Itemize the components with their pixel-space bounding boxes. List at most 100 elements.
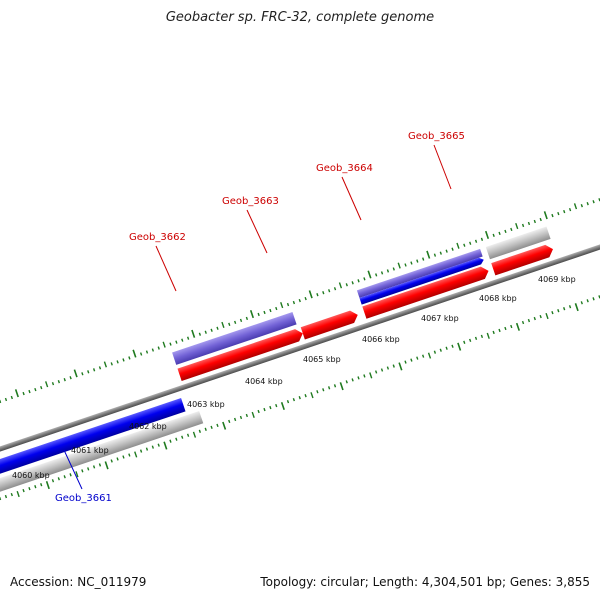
scale-tick (568, 305, 572, 309)
scale-tick (204, 427, 207, 431)
scale-tick (445, 346, 448, 350)
scale-tick (175, 340, 178, 344)
scale-tick (57, 477, 60, 481)
cds-feature (177, 329, 303, 381)
scale-tick (363, 374, 366, 378)
scale-tick (221, 321, 225, 328)
scale-tick (222, 421, 227, 430)
scale-label: 4067 kbp (421, 314, 459, 323)
scale-tick (69, 473, 72, 477)
scale-tick (34, 387, 37, 392)
scale-tick (469, 241, 472, 245)
scale-tick (92, 368, 96, 372)
scale-tick (263, 407, 266, 412)
callout-line (433, 144, 452, 190)
scale-tick (51, 479, 55, 483)
scale-tick (57, 380, 60, 384)
scale-tick (162, 341, 166, 348)
scale-tick (239, 318, 243, 323)
scale-tick (98, 463, 102, 467)
scale-labels: 4060 kbp 4061 kbp 4062 kbp 4063 kbp 4064 kbp… (12, 275, 576, 480)
scale-tick (304, 296, 307, 301)
scale-tick (10, 395, 13, 400)
scale-tick (339, 382, 344, 391)
scale-tick (257, 409, 260, 414)
scale-tick (563, 209, 566, 214)
scale-tick (563, 307, 566, 311)
scale-tick (175, 437, 178, 441)
scale-tick (310, 392, 314, 399)
scale-tick (228, 322, 231, 326)
scale-tick (28, 389, 31, 394)
genome-backbone (0, 219, 600, 461)
scale-tick (375, 273, 378, 277)
scale-tick (322, 388, 325, 392)
scale-tick (573, 203, 578, 210)
scale-tick (87, 467, 90, 471)
outer-tick-ring (0, 198, 600, 404)
scale-tick (51, 382, 55, 386)
scale-tick (73, 369, 78, 378)
scale-tick (151, 445, 154, 449)
callout-line (155, 245, 177, 292)
scale-tick (151, 348, 155, 352)
scale-tick (404, 263, 407, 267)
scale-tick (245, 316, 249, 321)
scale-tick (322, 291, 325, 295)
scale-tick (545, 312, 549, 320)
scale-tick (191, 329, 196, 338)
scale-tick (367, 270, 372, 279)
scale-tick (539, 314, 542, 319)
scale-tick (386, 366, 390, 370)
scale-tick (292, 398, 296, 402)
callout-line (63, 449, 83, 490)
scale-label: 4064 kbp (245, 377, 283, 386)
cds-feature (491, 244, 553, 276)
scale-tick (427, 352, 432, 359)
scale-tick (34, 485, 37, 489)
scale-label: 4061 kbp (71, 446, 109, 455)
scale-tick (280, 302, 284, 309)
scale-tick (157, 346, 160, 350)
scale-tick (298, 396, 301, 400)
scale-tick (410, 358, 413, 362)
scale-tick (380, 368, 384, 372)
scale-tick (122, 358, 125, 362)
callout-line (246, 209, 268, 254)
scale-label: 4068 kbp (479, 294, 517, 303)
scale-tick (586, 299, 589, 303)
scale-tick (28, 487, 31, 491)
gene-label-geob-3665: Geob_3665 (408, 131, 465, 142)
scale-tick (63, 378, 66, 382)
scale-tick (463, 243, 466, 247)
scale-tick (592, 297, 595, 301)
other-feature (485, 226, 551, 260)
scale-tick (433, 350, 437, 354)
scale-tick (515, 322, 520, 331)
scale-tick (286, 302, 290, 307)
scale-tick (210, 425, 213, 429)
scale-tick (10, 492, 13, 497)
scale-tick (439, 348, 442, 352)
scale-tick (328, 289, 331, 293)
scale-tick (249, 310, 255, 319)
scale-tick (451, 344, 454, 348)
scale-tick (198, 429, 201, 433)
scale-tick (551, 311, 554, 315)
scale-tick (586, 202, 589, 206)
scale-tick (4, 494, 8, 499)
scale-tick (216, 423, 219, 428)
scale-tick (298, 298, 301, 303)
scale-tick (87, 370, 90, 374)
scale-tick (474, 239, 478, 243)
scale-tick (275, 403, 278, 408)
accession-text: Accession: NC_011979 (10, 575, 147, 589)
scale-tick (543, 211, 548, 220)
scale-tick (568, 207, 572, 212)
scale-tick (416, 356, 419, 360)
genome-summary-text: Topology: circular; Length: 4,304,501 bp… (260, 575, 590, 589)
scale-tick (104, 461, 109, 470)
scale-tick (480, 237, 484, 241)
cds-feature (0, 398, 186, 481)
scale-tick (122, 455, 125, 459)
